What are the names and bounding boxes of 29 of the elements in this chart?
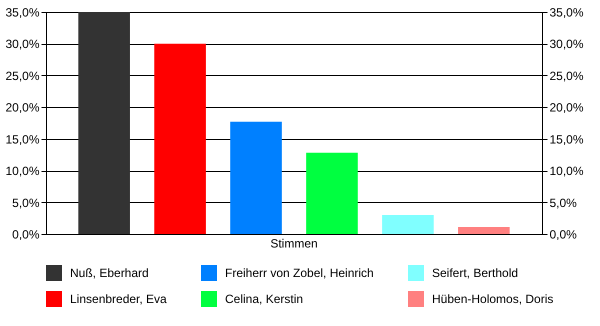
y-tick-label: 0,0% [12,228,40,242]
y-tick-label: 35,0% [5,6,40,20]
bar [154,44,206,234]
y-tick-label: 20,0% [5,100,40,115]
y-tick-label: 10,0% [5,164,40,178]
bar [78,12,130,234]
text: 20,0% [550,100,584,115]
text: 35,0% [550,6,584,20]
legend-label: Hüben-Holomos, Doris [432,292,554,306]
legend-label: Freiherr von Zobel, Heinrich [225,266,374,280]
bar [458,227,510,234]
legend-label: Seifert, Berthold [432,266,518,280]
legend-label: Nuß, Eberhard [70,266,149,280]
legend-label: Celina, Kerstin [225,292,304,306]
y-tick-label: 5,0% [12,196,40,210]
text: 5,0% [550,196,577,210]
bar [230,122,282,234]
text: 15,0% [550,132,584,146]
text: 25,0% [550,68,584,83]
y-tick-label: 15,0% [5,132,40,146]
x-tick-label: Stimmen [270,236,318,250]
legend-label: Linsenbreder, Eva [70,292,168,306]
bar [382,214,434,234]
y-tick-label: 30,0% [5,37,40,52]
bar [306,152,358,234]
text: 10,0% [550,164,584,178]
y-tick-label: 25,0% [5,68,40,83]
text: 0,0% [550,228,577,242]
text: 30,0% [550,37,584,52]
